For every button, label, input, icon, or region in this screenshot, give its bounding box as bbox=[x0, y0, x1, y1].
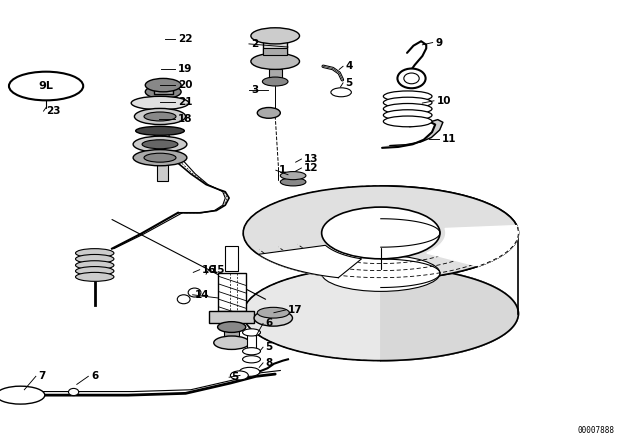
Ellipse shape bbox=[243, 356, 260, 363]
Ellipse shape bbox=[383, 110, 432, 121]
Ellipse shape bbox=[142, 140, 178, 149]
Text: 2: 2 bbox=[252, 39, 259, 49]
Ellipse shape bbox=[383, 97, 432, 108]
Ellipse shape bbox=[76, 272, 114, 281]
Circle shape bbox=[68, 388, 79, 396]
Text: 5: 5 bbox=[346, 78, 353, 88]
Text: 18: 18 bbox=[178, 114, 193, 124]
Ellipse shape bbox=[76, 267, 114, 276]
Ellipse shape bbox=[257, 307, 289, 318]
Ellipse shape bbox=[230, 371, 248, 380]
Ellipse shape bbox=[280, 178, 306, 186]
Text: 6: 6 bbox=[91, 371, 98, 381]
Bar bbox=[263, 37, 287, 61]
Polygon shape bbox=[258, 246, 362, 278]
Text: 1: 1 bbox=[278, 165, 285, 175]
Ellipse shape bbox=[251, 28, 300, 44]
Bar bbox=[27, 388, 31, 402]
Ellipse shape bbox=[145, 78, 181, 92]
Polygon shape bbox=[427, 226, 518, 266]
Ellipse shape bbox=[144, 153, 176, 162]
Text: 10: 10 bbox=[436, 96, 451, 106]
Ellipse shape bbox=[257, 108, 280, 118]
Bar bbox=[17, 388, 20, 402]
Text: 21: 21 bbox=[178, 97, 193, 107]
Text: 7: 7 bbox=[38, 371, 46, 381]
Polygon shape bbox=[382, 120, 443, 148]
Text: 22: 22 bbox=[178, 34, 193, 43]
Text: 12: 12 bbox=[304, 163, 319, 173]
Text: 3: 3 bbox=[252, 85, 259, 95]
Ellipse shape bbox=[144, 112, 176, 121]
Text: 8: 8 bbox=[266, 358, 273, 368]
Bar bbox=[209, 311, 254, 323]
Bar bbox=[218, 273, 246, 311]
Text: 16: 16 bbox=[202, 265, 217, 275]
Text: 00007888: 00007888 bbox=[577, 426, 614, 435]
Ellipse shape bbox=[322, 255, 440, 291]
Ellipse shape bbox=[262, 77, 288, 86]
Text: 19: 19 bbox=[178, 65, 192, 74]
Ellipse shape bbox=[76, 261, 114, 270]
Ellipse shape bbox=[243, 186, 518, 280]
Text: 5: 5 bbox=[232, 372, 239, 382]
Ellipse shape bbox=[243, 267, 518, 361]
Ellipse shape bbox=[218, 322, 246, 332]
Text: 13: 13 bbox=[304, 154, 319, 164]
Ellipse shape bbox=[133, 136, 187, 152]
Ellipse shape bbox=[404, 73, 419, 84]
Ellipse shape bbox=[136, 126, 184, 135]
Bar bbox=[224, 327, 239, 343]
Text: 5: 5 bbox=[266, 342, 273, 352]
Ellipse shape bbox=[145, 85, 181, 99]
Text: 20: 20 bbox=[178, 80, 193, 90]
Ellipse shape bbox=[76, 249, 114, 258]
Ellipse shape bbox=[76, 254, 114, 263]
Ellipse shape bbox=[239, 367, 260, 376]
Ellipse shape bbox=[243, 348, 260, 355]
Bar bbox=[154, 85, 173, 94]
Bar bbox=[22, 388, 26, 402]
Ellipse shape bbox=[254, 310, 292, 326]
Ellipse shape bbox=[134, 108, 186, 125]
Ellipse shape bbox=[383, 116, 432, 127]
Polygon shape bbox=[381, 186, 518, 361]
Text: 9L: 9L bbox=[38, 81, 54, 91]
Text: 4: 4 bbox=[346, 61, 353, 71]
Text: 17: 17 bbox=[288, 305, 303, 315]
Bar bbox=[263, 48, 287, 55]
Ellipse shape bbox=[133, 150, 187, 166]
Circle shape bbox=[177, 295, 190, 304]
Text: 15: 15 bbox=[211, 265, 226, 275]
Ellipse shape bbox=[331, 88, 351, 97]
Text: 11: 11 bbox=[442, 134, 456, 144]
Ellipse shape bbox=[383, 91, 432, 102]
Bar bbox=[157, 164, 168, 181]
Bar bbox=[225, 246, 238, 271]
Circle shape bbox=[188, 288, 201, 297]
Ellipse shape bbox=[383, 103, 432, 114]
Bar bbox=[6, 388, 10, 402]
Bar bbox=[247, 332, 256, 351]
Bar bbox=[12, 388, 15, 402]
Text: 23: 23 bbox=[46, 106, 61, 116]
Ellipse shape bbox=[0, 386, 45, 404]
Ellipse shape bbox=[243, 329, 260, 336]
Ellipse shape bbox=[280, 172, 306, 180]
Ellipse shape bbox=[251, 53, 300, 69]
Ellipse shape bbox=[131, 96, 189, 110]
Ellipse shape bbox=[9, 72, 83, 100]
Ellipse shape bbox=[397, 69, 426, 88]
Ellipse shape bbox=[322, 207, 440, 259]
Bar bbox=[269, 69, 282, 81]
Ellipse shape bbox=[214, 336, 250, 349]
Text: 14: 14 bbox=[195, 290, 210, 300]
Text: 6: 6 bbox=[266, 319, 273, 328]
Text: 9: 9 bbox=[435, 38, 442, 47]
